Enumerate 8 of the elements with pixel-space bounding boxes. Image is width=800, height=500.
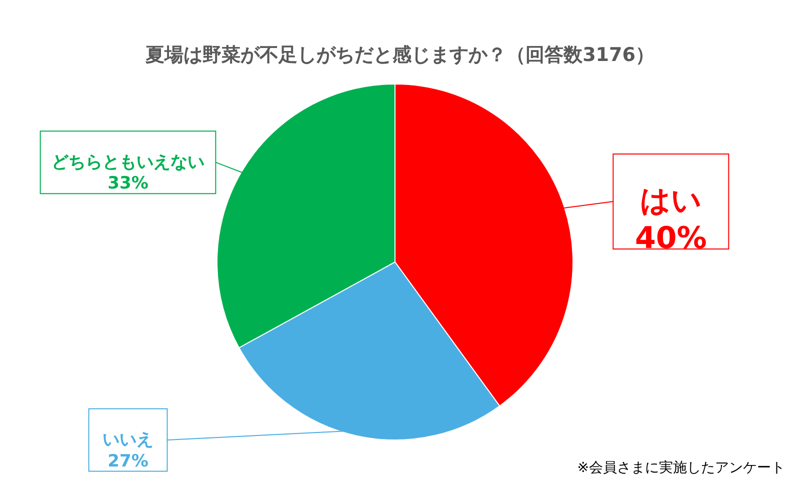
slice-label: いいえ (102, 430, 154, 450)
text: ※会員さまに実施したアンケート (577, 460, 785, 476)
slice-label: はい (640, 183, 702, 218)
slice-label: どちらともいえない (52, 152, 204, 172)
data-label: 27% (108, 451, 148, 472)
data-label: 40% (634, 220, 707, 256)
chart-title: 夏場は野菜が不足しがちだと感じますか？（回答数3176） (144, 44, 654, 66)
data-label: 33% (108, 174, 148, 194)
